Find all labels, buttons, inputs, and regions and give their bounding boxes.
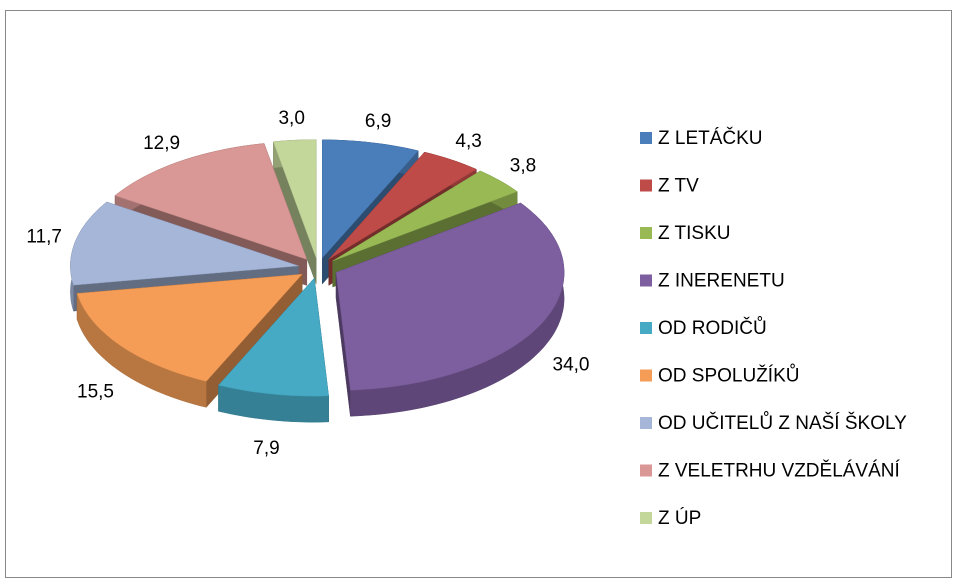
legend-label: Z LETÁČKU bbox=[658, 127, 763, 149]
legend-label: Z TV bbox=[658, 176, 699, 197]
pie bbox=[70, 139, 565, 423]
slice bbox=[328, 151, 477, 260]
slice bbox=[332, 170, 518, 262]
legend-swatch bbox=[640, 179, 652, 192]
legend: Z LETÁČKU Z TV Z TISKU Z INERENETU OD RODIČŮ… bbox=[640, 127, 907, 529]
data-label: 15,5 bbox=[77, 382, 114, 403]
legend-swatch bbox=[640, 512, 652, 524]
slice bbox=[218, 277, 329, 397]
legend-label: OD RODIČŮ bbox=[658, 317, 767, 339]
data-label: 34,0 bbox=[553, 355, 590, 376]
slice bbox=[335, 202, 565, 391]
legend-label: Z ÚP bbox=[658, 507, 701, 529]
legend-swatch bbox=[640, 274, 652, 287]
data-label: 12,9 bbox=[143, 133, 180, 154]
legend-swatch bbox=[640, 464, 652, 477]
data-label: 3,0 bbox=[278, 108, 304, 129]
data-label: 3,8 bbox=[510, 155, 536, 176]
legend-swatch bbox=[640, 417, 652, 429]
legend-label: OD SPOLUŽÍKŮ bbox=[658, 365, 799, 387]
legend-swatch bbox=[640, 369, 652, 382]
legend-swatch bbox=[640, 132, 652, 144]
data-label: 4,3 bbox=[455, 131, 481, 152]
slice bbox=[273, 139, 317, 258]
data-label: 7,9 bbox=[253, 438, 279, 459]
slice bbox=[70, 201, 299, 286]
slice bbox=[76, 273, 303, 382]
data-label: 6,9 bbox=[365, 111, 391, 132]
legend-label: Z TISKU bbox=[658, 223, 731, 244]
slice bbox=[322, 139, 419, 259]
legend-swatch bbox=[640, 227, 652, 239]
slice bbox=[114, 143, 308, 260]
legend-label: OD UČITELŮ Z NAŠÍ ŠKOLY bbox=[658, 412, 907, 434]
legend-swatch bbox=[640, 322, 652, 334]
data-label: 11,7 bbox=[26, 227, 62, 248]
legend-label: Z INERENETU bbox=[658, 271, 785, 292]
legend-label: Z VELETRHU VZDĚLÁVÁNÍ bbox=[658, 460, 900, 482]
